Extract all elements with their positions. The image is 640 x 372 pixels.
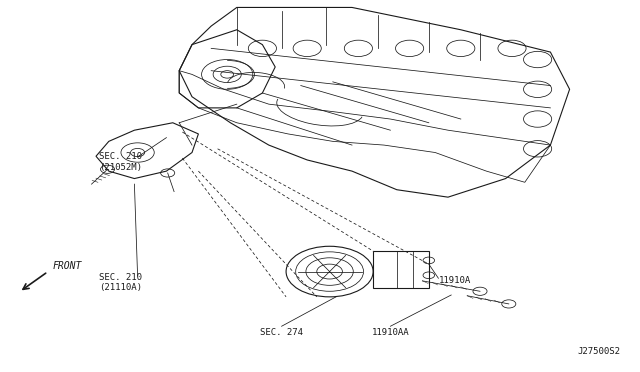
Text: J27500S2: J27500S2 [578,347,621,356]
Text: SEC. 210
(21052M): SEC. 210 (21052M) [99,152,142,171]
Text: SEC. 274: SEC. 274 [260,328,303,337]
Text: SEC. 210
(21110A): SEC. 210 (21110A) [99,273,142,292]
Text: 11910AA: 11910AA [372,328,409,337]
Text: 11910A: 11910A [438,276,470,285]
Text: FRONT: FRONT [52,261,82,271]
